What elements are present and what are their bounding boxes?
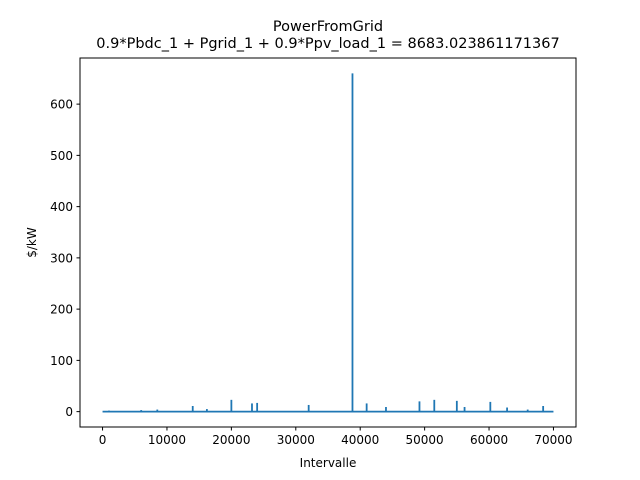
plot-frame (79, 57, 577, 428)
x-tick-label: 50000 (406, 433, 444, 447)
y-tick-label: 200 (50, 303, 73, 317)
y-tick-label: 300 (50, 251, 73, 265)
x-axis-label: Intervalle (300, 456, 357, 470)
y-axis-label: $/kW (25, 227, 39, 258)
y-tick-label: 500 (50, 149, 73, 163)
x-tick-label: 60000 (470, 433, 508, 447)
x-tick-label: 10000 (148, 433, 186, 447)
x-tick-label: 70000 (534, 433, 572, 447)
y-tick-label: 100 (50, 354, 73, 368)
x-axis-ticks: 0 10000 20000 30000 40000 50000 60000 70000 (99, 427, 573, 447)
y-tick-label: 0 (65, 405, 73, 419)
x-tick-label: 0 (99, 433, 107, 447)
y-tick-label: 600 (50, 98, 73, 112)
plot-area (102, 73, 554, 413)
y-tick-label: 400 (50, 200, 73, 214)
y-axis-ticks: 0 100 200 300 400 500 600 (50, 98, 80, 419)
x-tick-label: 20000 (212, 433, 250, 447)
chart-title: PowerFromGrid (273, 19, 383, 35)
chart-subtitle: 0.9*Pbdc_1 + Pgrid_1 + 0.9*Ppv_load_1 = … (96, 36, 559, 52)
x-tick-label: 40000 (341, 433, 379, 447)
x-tick-label: 30000 (277, 433, 315, 447)
